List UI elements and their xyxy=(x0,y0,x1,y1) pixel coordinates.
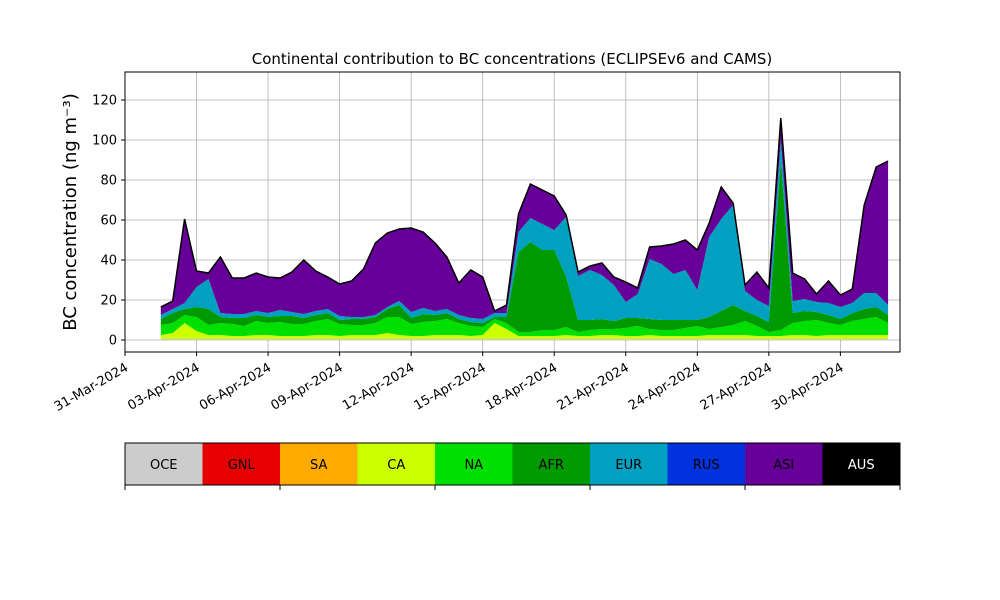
area-asi xyxy=(160,118,889,319)
colorbar-label: CA xyxy=(387,458,405,473)
colorbar-label: RUS xyxy=(693,458,720,473)
colorbar-label: NA xyxy=(464,458,483,473)
x-tick-label: 18-Apr-2024 xyxy=(483,360,560,413)
area-na xyxy=(160,315,889,336)
colorbar-swatch-sa xyxy=(280,443,358,485)
y-tick-label: 0 xyxy=(109,334,117,349)
x-tick-label: 03-Apr-2024 xyxy=(125,360,202,413)
area-ca xyxy=(160,323,889,339)
x-tick-label: 06-Apr-2024 xyxy=(197,360,274,413)
chart-title: Continental contribution to BC concentra… xyxy=(252,50,773,68)
colorbar-label: OCE xyxy=(150,458,178,473)
colorbar-frame xyxy=(124,442,901,486)
stacked-areas xyxy=(160,117,889,340)
colorbar-swatch-eur xyxy=(590,443,668,485)
x-tick-label: 09-Apr-2024 xyxy=(268,360,345,413)
colorbar-label: AUS xyxy=(848,458,875,473)
y-tick-label: 60 xyxy=(100,214,117,229)
x-tick-label: 30-Apr-2024 xyxy=(769,360,846,413)
y-tick-label: 40 xyxy=(100,254,117,269)
area-eur xyxy=(160,140,889,323)
area-oce xyxy=(160,339,889,340)
colorbar-swatch-asi xyxy=(745,443,823,485)
colorbar-label: EUR xyxy=(615,458,642,473)
colorbar-label: ASI xyxy=(773,458,794,473)
y-tick-label: 80 xyxy=(100,174,117,189)
colorbar-label: AFR xyxy=(539,458,564,473)
x-tick-label: 21-Apr-2024 xyxy=(555,360,632,413)
y-tick-label: 20 xyxy=(100,294,117,309)
y-tick-label: 100 xyxy=(92,134,117,149)
colorbar-swatch-afr xyxy=(512,443,590,485)
colorbar-swatch-oce xyxy=(125,443,203,485)
plot-frame xyxy=(124,71,901,353)
x-tick-label: 15-Apr-2024 xyxy=(412,360,489,413)
colorbar-swatch-na xyxy=(435,443,513,485)
x-tick-label: 24-Apr-2024 xyxy=(626,360,703,413)
colorbar-swatch-rus xyxy=(667,443,745,485)
x-tick-label: 31-Mar-2024 xyxy=(52,360,131,414)
x-tick-label: 12-Apr-2024 xyxy=(340,360,417,413)
area-afr xyxy=(160,160,889,332)
colorbar-swatch-aus xyxy=(822,443,900,485)
y-tick-label: 120 xyxy=(92,94,117,109)
y-axis-label: BC concentration (ng m⁻³) xyxy=(60,93,81,331)
colorbar: OCE GNL SA CA NA AFR EUR RUS ASI AUS xyxy=(124,442,901,490)
total-line xyxy=(160,117,889,313)
colorbar-swatch-ca xyxy=(357,443,435,485)
colorbar-swatch-gnl xyxy=(202,443,280,485)
colorbar-label: GNL xyxy=(228,458,256,473)
x-tick-label: 27-Apr-2024 xyxy=(698,360,775,413)
colorbar-label: SA xyxy=(310,458,327,473)
